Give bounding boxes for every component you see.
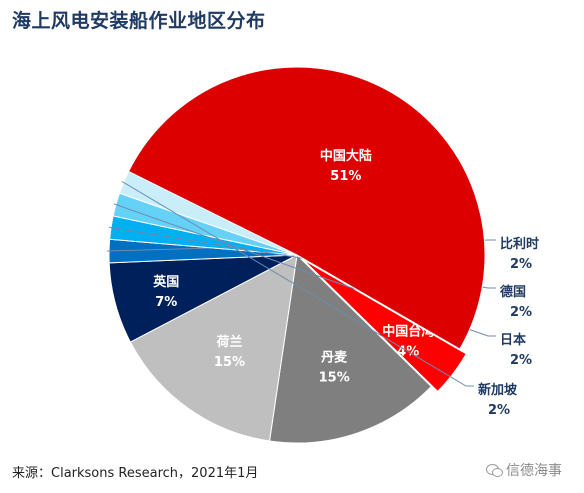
slice-label: 英国 — [152, 274, 179, 290]
leader-line — [113, 203, 496, 337]
slice-label: 日本 — [500, 332, 526, 348]
slice-label: 中国大陆 — [320, 148, 372, 164]
source-note: 来源：Clarksons Research，2021年1月 — [12, 466, 259, 481]
leader-line — [121, 180, 474, 387]
watermark-text: 信德海事 — [506, 463, 562, 479]
pie-slice — [268, 253, 433, 444]
slice-label: 荷兰 — [215, 334, 242, 350]
slice-value-label: 2% — [510, 305, 532, 320]
slice-value-label: 2% — [510, 353, 532, 368]
leader-line — [108, 226, 496, 289]
slice-value-label: 2% — [488, 403, 510, 418]
slice-value-label: 2% — [510, 257, 532, 272]
chart-title: 海上风电安装船作业地区分布 — [12, 10, 266, 32]
slice-label: 德国 — [500, 284, 526, 300]
pie-slice — [303, 259, 467, 393]
slice-label: 新加坡 — [478, 382, 518, 398]
slice-value-label: 7% — [155, 295, 177, 310]
slice-value-label: 15% — [214, 355, 245, 370]
pie-slice — [127, 66, 486, 350]
slice-value-label: 51% — [330, 169, 361, 184]
slice-label: 中国台湾 — [382, 323, 434, 339]
slice-label: 比利时 — [500, 236, 539, 252]
slice-label: 丹麦 — [321, 349, 348, 365]
watermark: 信德海事 — [486, 460, 562, 480]
wechat-icon — [486, 463, 503, 477]
pie-slice — [129, 254, 298, 442]
slice-value-label: 15% — [319, 370, 350, 385]
